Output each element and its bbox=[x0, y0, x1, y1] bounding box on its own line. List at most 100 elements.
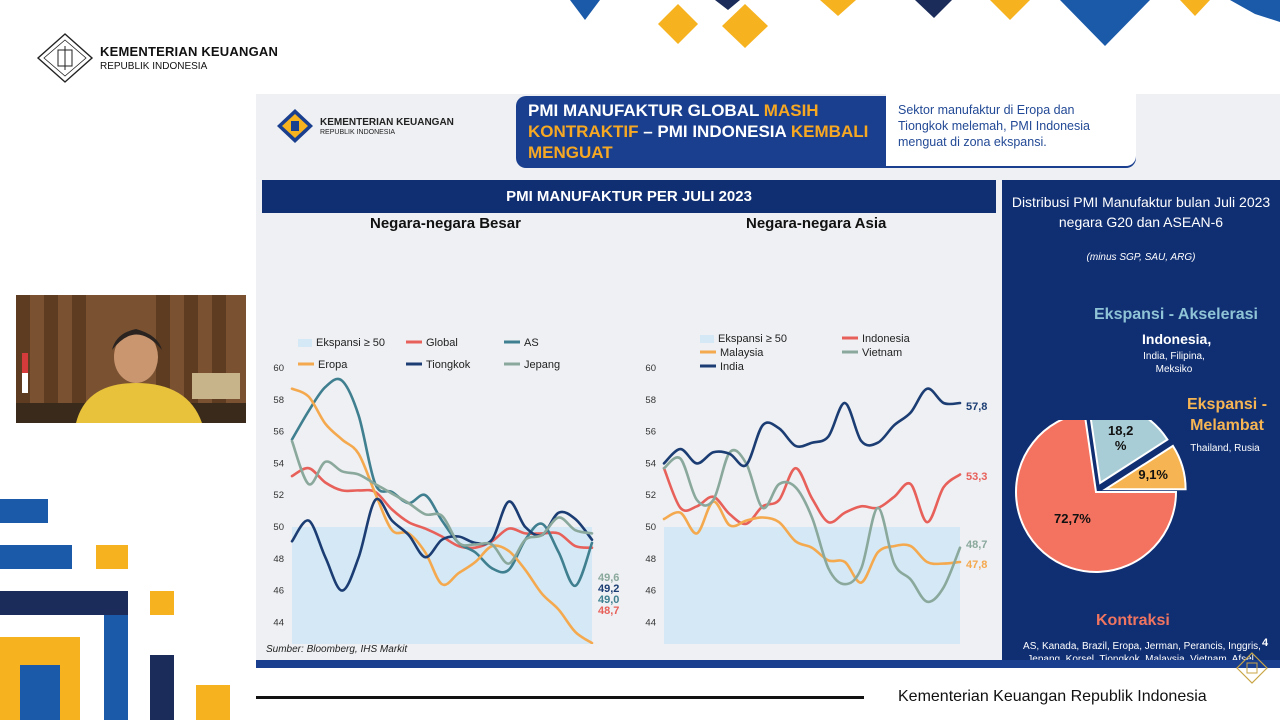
legend-label-as: AS bbox=[524, 337, 539, 349]
line-chart-asia: 4042444648505254565860Jan-22Mar-22May-22… bbox=[645, 333, 987, 644]
end-value-label: 53,3 bbox=[966, 471, 987, 483]
end-value-label: 57,8 bbox=[966, 401, 987, 413]
pie-panel: Distribusi PMI Manufaktur bulan Juli 202… bbox=[1002, 180, 1280, 678]
decor-block bbox=[0, 591, 128, 615]
y-tick-label: 44 bbox=[273, 617, 284, 628]
decor-block bbox=[0, 545, 72, 569]
title-highlight: MASIH KONTRAKTIF bbox=[528, 101, 819, 141]
legend-swatch-expansion bbox=[298, 339, 312, 347]
legend-label-india: India bbox=[720, 361, 745, 373]
pie-value-label: 72,7% bbox=[1054, 511, 1091, 526]
label-indonesia: Indonesia, bbox=[1142, 331, 1212, 347]
decor-diamond bbox=[1180, 0, 1210, 16]
y-tick-label: 60 bbox=[645, 363, 656, 374]
end-value-label: 49,0 bbox=[598, 594, 619, 606]
footer-divider bbox=[256, 696, 864, 699]
slide-title: PMI MANUFAKTUR GLOBAL MASIH KONTRAKTIF –… bbox=[528, 100, 878, 163]
presentation-slide: KEMENTERIAN KEUANGAN REPUBLIK INDONESIA … bbox=[256, 94, 1280, 678]
decor-block bbox=[20, 665, 60, 720]
decor-block bbox=[96, 545, 128, 569]
legend-label-indonesia: Indonesia bbox=[862, 333, 911, 345]
ministry-emblem-icon bbox=[36, 33, 94, 83]
decor-block bbox=[150, 591, 174, 615]
y-tick-label: 50 bbox=[645, 522, 656, 533]
ministry-emblem-icon bbox=[1236, 652, 1268, 684]
series-line-as bbox=[290, 377, 594, 588]
y-tick-label: 56 bbox=[645, 427, 656, 438]
slide-bottom-bar bbox=[256, 660, 1280, 668]
legend-label-eropa: Eropa bbox=[318, 359, 348, 371]
decor-block bbox=[150, 655, 174, 720]
title-part: – PMI INDONESIA bbox=[638, 122, 791, 141]
y-tick-label: 58 bbox=[273, 395, 284, 406]
decor-diamond bbox=[570, 0, 600, 20]
slide-logo: KEMENTERIAN KEUANGAN REPUBLIK INDONESIA bbox=[276, 108, 454, 144]
y-tick-label: 56 bbox=[273, 427, 284, 438]
y-tick-label: 52 bbox=[273, 490, 284, 501]
decor-diamond bbox=[722, 4, 768, 48]
pie-slice-kontraksi bbox=[1015, 420, 1178, 573]
end-value-label: 49,2 bbox=[598, 583, 619, 595]
legend-label-expansion: Ekspansi ≥ 50 bbox=[718, 333, 787, 345]
slide-ministry-subname: REPUBLIK INDONESIA bbox=[320, 128, 396, 136]
legend-label-jepang: Jepang bbox=[524, 359, 560, 371]
ministry-emblem-icon bbox=[277, 109, 313, 143]
legend-label-vietnam: Vietnam bbox=[862, 347, 902, 359]
decor-block bbox=[196, 685, 230, 720]
top-decor bbox=[570, 0, 1280, 48]
speaker-thumbnail bbox=[16, 295, 246, 423]
y-tick-label: 50 bbox=[273, 522, 284, 533]
decor-diamond bbox=[1060, 0, 1150, 46]
melambat-list: Thailand, Rusia bbox=[1190, 443, 1260, 454]
pie-value-label: 18,2 bbox=[1108, 423, 1133, 438]
y-tick-label: 46 bbox=[273, 586, 284, 597]
bottom-decor bbox=[0, 499, 230, 720]
decor-block bbox=[0, 499, 48, 523]
series-line-india bbox=[662, 387, 962, 468]
footer-text: Kementerian Keuangan Republik Indonesia bbox=[898, 688, 1207, 705]
pie-title: Distribusi PMI Manufaktur bulan Juli 202… bbox=[1011, 194, 1271, 230]
series-line-indonesia bbox=[662, 466, 962, 526]
legend-swatch-expansion bbox=[700, 335, 714, 343]
slide-subtitle: Sektor manufaktur di Eropa dan Tiongkok … bbox=[886, 94, 1136, 166]
decor-diamond bbox=[1230, 0, 1280, 22]
series-line-jepang bbox=[290, 439, 594, 565]
title-highlight: KEMBALI MENGUAT bbox=[528, 122, 869, 162]
legend-label-tiongkok: Tiongkok bbox=[426, 359, 471, 371]
kontraksi-list: AS, Kanada, Brazil, Eropa, Jerman, Peran… bbox=[1023, 641, 1261, 678]
slide-ministry-name: KEMENTERIAN KEUANGAN bbox=[320, 116, 454, 128]
legend-label-malaysia: Malaysia bbox=[720, 347, 764, 359]
y-tick-label: 52 bbox=[645, 490, 656, 501]
page-number: 4 bbox=[1262, 637, 1269, 649]
y-tick-label: 58 bbox=[645, 395, 656, 406]
decor-block bbox=[104, 615, 128, 720]
chart-header: PMI MANUFAKTUR PER JULI 2023 bbox=[262, 180, 996, 213]
decor-diamond bbox=[715, 0, 740, 10]
y-tick-label: 48 bbox=[273, 554, 284, 565]
series-line-eropa bbox=[290, 387, 594, 644]
chart-title-besar: Negara-negara Besar bbox=[370, 215, 521, 232]
y-tick-label: 48 bbox=[645, 554, 656, 565]
y-tick-label: 60 bbox=[273, 363, 284, 374]
end-value-label: 49,6 bbox=[598, 572, 619, 584]
title-part: PMI MANUFAKTUR GLOBAL bbox=[528, 101, 764, 120]
y-tick-label: 46 bbox=[645, 586, 656, 597]
decor-diamond bbox=[990, 0, 1030, 20]
ministry-subname: REPUBLIK INDONESIA bbox=[100, 61, 208, 72]
pie-value-label: % bbox=[1115, 438, 1127, 453]
decor-diamond bbox=[820, 0, 856, 16]
pie-value-label: 9,1% bbox=[1138, 467, 1168, 482]
y-tick-label: 54 bbox=[645, 458, 656, 469]
chart-title-asia: Negara-negara Asia bbox=[746, 215, 887, 232]
source-note: Sumber: Bloomberg, IHS Markit bbox=[266, 644, 408, 655]
speaker-video bbox=[16, 295, 246, 423]
ministry-brand: KEMENTERIAN KEUANGAN REPUBLIK INDONESIA bbox=[36, 32, 278, 84]
end-value-label: 47,8 bbox=[966, 559, 987, 571]
decor-diamond bbox=[915, 0, 952, 18]
label-melambat: Ekspansi - Melambat bbox=[1186, 396, 1268, 434]
y-tick-label: 44 bbox=[645, 617, 656, 628]
label-akselerasi: Ekspansi - Akselerasi bbox=[1094, 306, 1258, 323]
end-value-label: 48,7 bbox=[966, 539, 987, 551]
legend-label-expansion: Ekspansi ≥ 50 bbox=[316, 337, 385, 349]
